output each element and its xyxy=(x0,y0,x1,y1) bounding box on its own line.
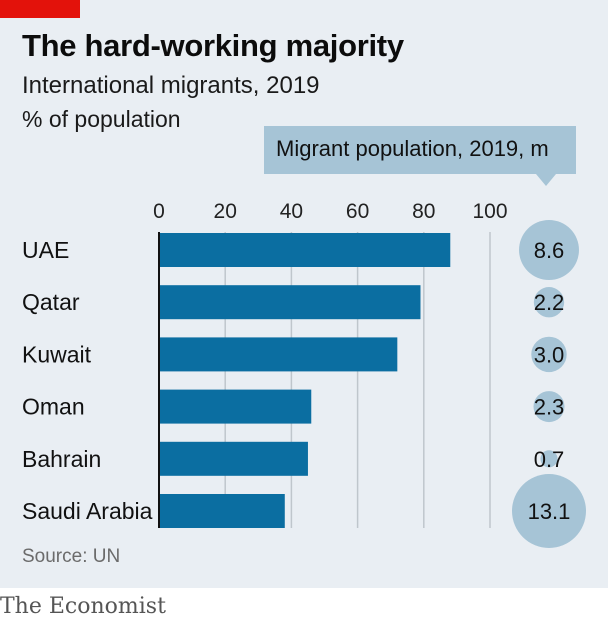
x-tick-label: 100 xyxy=(472,200,507,223)
bubble-label: 2.2 xyxy=(534,290,565,315)
chart-panel: The hard-working majority International … xyxy=(0,0,608,588)
bubble-label: 3.0 xyxy=(534,342,565,367)
bubble-label: 2.3 xyxy=(534,395,565,420)
bubble-legend: Migrant population, 2019, m xyxy=(264,126,576,174)
chart-subtitle: International migrants, 2019 xyxy=(22,72,320,99)
bar xyxy=(159,494,285,528)
bubble xyxy=(512,474,586,548)
chart-title: The hard-working majority xyxy=(22,28,404,63)
bubble-label: 8.6 xyxy=(534,238,565,263)
x-tick-label: 60 xyxy=(346,200,369,223)
bubble xyxy=(533,287,565,318)
brand-tag xyxy=(0,0,80,18)
bar xyxy=(159,233,451,267)
category-label: Saudi Arabia xyxy=(22,498,153,524)
legend-pointer xyxy=(536,174,556,186)
unit-label: % of population xyxy=(22,106,181,132)
x-tick-label: 40 xyxy=(280,200,303,223)
x-tick-label: 20 xyxy=(214,200,237,223)
category-label: UAE xyxy=(22,237,69,263)
bubble-legend-label: Migrant population, 2019, m xyxy=(276,136,549,161)
bar xyxy=(159,337,398,372)
x-tick-label: 0 xyxy=(153,200,165,223)
category-label: Bahrain xyxy=(22,446,101,472)
bubble-label: 0.7 xyxy=(534,447,565,472)
category-label: Oman xyxy=(22,394,85,420)
bubble xyxy=(519,220,579,280)
economist-logo: The Economist xyxy=(0,594,166,619)
category-label: Qatar xyxy=(22,289,80,315)
source-note: Source: UN xyxy=(22,546,121,567)
bar xyxy=(159,441,308,476)
bubble-label: 13.1 xyxy=(528,499,571,524)
bubble xyxy=(531,336,567,373)
bar xyxy=(159,285,421,320)
bubble xyxy=(533,391,565,423)
bar-chart: 0 20 40 60 80 100 UAE 8.6 Qatar 2.2 Kuwait 3.0 Oman 2… xyxy=(22,200,586,548)
bar xyxy=(159,389,312,424)
category-label: Kuwait xyxy=(22,341,92,367)
bubble xyxy=(540,450,558,468)
x-tick-label: 80 xyxy=(412,200,435,223)
